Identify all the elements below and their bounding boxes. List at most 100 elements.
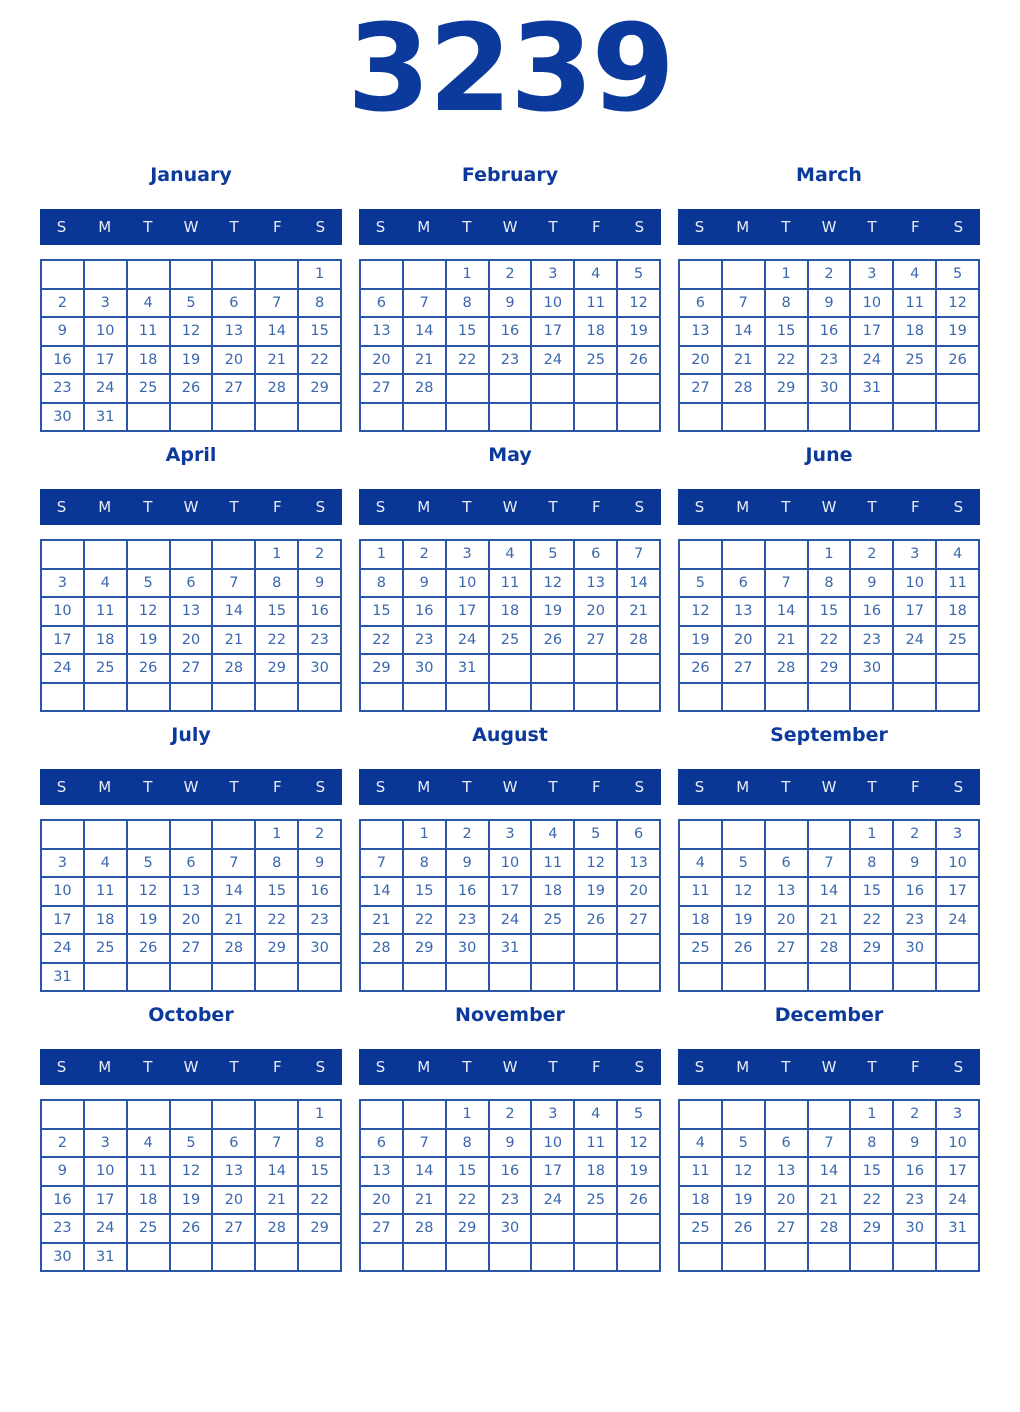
day-cell: 30 [42, 403, 83, 430]
day-cell: 29 [808, 655, 850, 682]
weekday-label: F [591, 498, 601, 516]
day-cell: 30 [489, 1215, 531, 1242]
empty-day-cell [403, 1243, 445, 1270]
day-cell: 14 [722, 318, 764, 345]
day-cell: 15 [851, 878, 893, 905]
day-cell: 5 [127, 569, 169, 596]
weekday-label: T [229, 218, 239, 236]
day-cell: 4 [680, 849, 721, 876]
day-cell: 1 [299, 261, 340, 288]
day-cell: 1 [851, 1101, 893, 1128]
day-cell: 27 [213, 1215, 255, 1242]
day-cell: 29 [851, 1215, 893, 1242]
weekday-label: W [821, 1058, 837, 1076]
day-cell: 26 [170, 375, 212, 402]
day-cell: 11 [127, 318, 169, 345]
day-cell: 23 [489, 346, 531, 373]
day-cell: 8 [256, 569, 298, 596]
empty-day-cell [575, 375, 617, 402]
weekday-label: T [781, 218, 791, 236]
day-cell: 26 [722, 935, 764, 962]
empty-day-cell [256, 963, 298, 990]
day-cell: 4 [894, 261, 936, 288]
day-cell: 13 [361, 1158, 402, 1185]
day-cell: 5 [170, 1129, 212, 1156]
day-cell: 1 [299, 1101, 340, 1128]
empty-day-cell [213, 403, 255, 430]
day-cell: 16 [42, 346, 83, 373]
weekday-label: T [548, 498, 558, 516]
day-cell: 24 [42, 935, 83, 962]
day-cell: 28 [361, 935, 402, 962]
empty-day-cell [808, 1243, 850, 1270]
day-cell: 20 [765, 1186, 807, 1213]
day-cell: 8 [851, 1129, 893, 1156]
day-cell: 26 [575, 906, 617, 933]
day-cell: 17 [446, 598, 488, 625]
day-grid: 1 2 3 4 5 6 7 8 9 10 11 12 13 14 15 16 17 18 19 20 21 22 23 24 2… [40, 539, 342, 712]
weekday-label: F [272, 1058, 282, 1076]
empty-day-cell [532, 935, 574, 962]
day-cell: 15 [299, 318, 340, 345]
day-cell: 15 [256, 878, 298, 905]
day-cell: 9 [489, 289, 531, 316]
empty-day-cell [722, 261, 764, 288]
weekday-label: F [272, 498, 282, 516]
day-cell: 23 [894, 906, 936, 933]
day-cell: 17 [489, 878, 531, 905]
weekday-label: T [867, 498, 877, 516]
day-cell: 26 [937, 346, 978, 373]
day-cell: 5 [722, 1129, 764, 1156]
day-cell: 11 [489, 569, 531, 596]
day-cell: 19 [722, 906, 764, 933]
day-cell: 11 [894, 289, 936, 316]
day-cell: 10 [84, 318, 126, 345]
empty-day-cell [299, 963, 340, 990]
day-cell: 23 [42, 375, 83, 402]
weekday-label: T [548, 1058, 558, 1076]
empty-day-cell [680, 1243, 721, 1270]
day-cell: 25 [127, 375, 169, 402]
empty-day-cell [170, 1101, 212, 1128]
day-grid: 1 2 3 4 5 6 7 8 9 10 11 12 13 14 15 16 17 18 19 20 21 22 23 24 2… [40, 1099, 342, 1272]
day-cell: 27 [213, 375, 255, 402]
day-cell: 5 [127, 849, 169, 876]
day-cell: 6 [170, 569, 212, 596]
day-cell: 7 [722, 289, 764, 316]
day-cell: 2 [489, 1101, 531, 1128]
day-cell: 13 [618, 849, 659, 876]
weekday-label: S [315, 498, 326, 516]
weekday-label: S [953, 218, 964, 236]
empty-day-cell [299, 683, 340, 710]
day-cell: 6 [170, 849, 212, 876]
weekday-label: W [502, 778, 518, 796]
day-cell: 20 [680, 346, 721, 373]
empty-day-cell [808, 821, 850, 848]
empty-day-cell [618, 655, 659, 682]
day-cell: 24 [446, 626, 488, 653]
day-cell: 14 [808, 1158, 850, 1185]
day-cell: 16 [808, 318, 850, 345]
day-cell: 20 [361, 346, 402, 373]
day-cell: 5 [722, 849, 764, 876]
empty-day-cell [575, 1215, 617, 1242]
day-cell: 4 [937, 541, 978, 568]
day-cell: 3 [489, 821, 531, 848]
month-title: September [770, 724, 888, 746]
day-cell: 22 [446, 1186, 488, 1213]
weekday-label: S [375, 218, 386, 236]
day-cell: 1 [361, 541, 402, 568]
day-cell: 17 [42, 626, 83, 653]
day-cell: 14 [213, 878, 255, 905]
weekday-label: T [781, 498, 791, 516]
day-cell: 21 [765, 626, 807, 653]
day-cell: 28 [808, 935, 850, 962]
empty-day-cell [489, 403, 531, 430]
day-cell: 8 [446, 1129, 488, 1156]
empty-day-cell [680, 261, 721, 288]
empty-day-cell [170, 683, 212, 710]
